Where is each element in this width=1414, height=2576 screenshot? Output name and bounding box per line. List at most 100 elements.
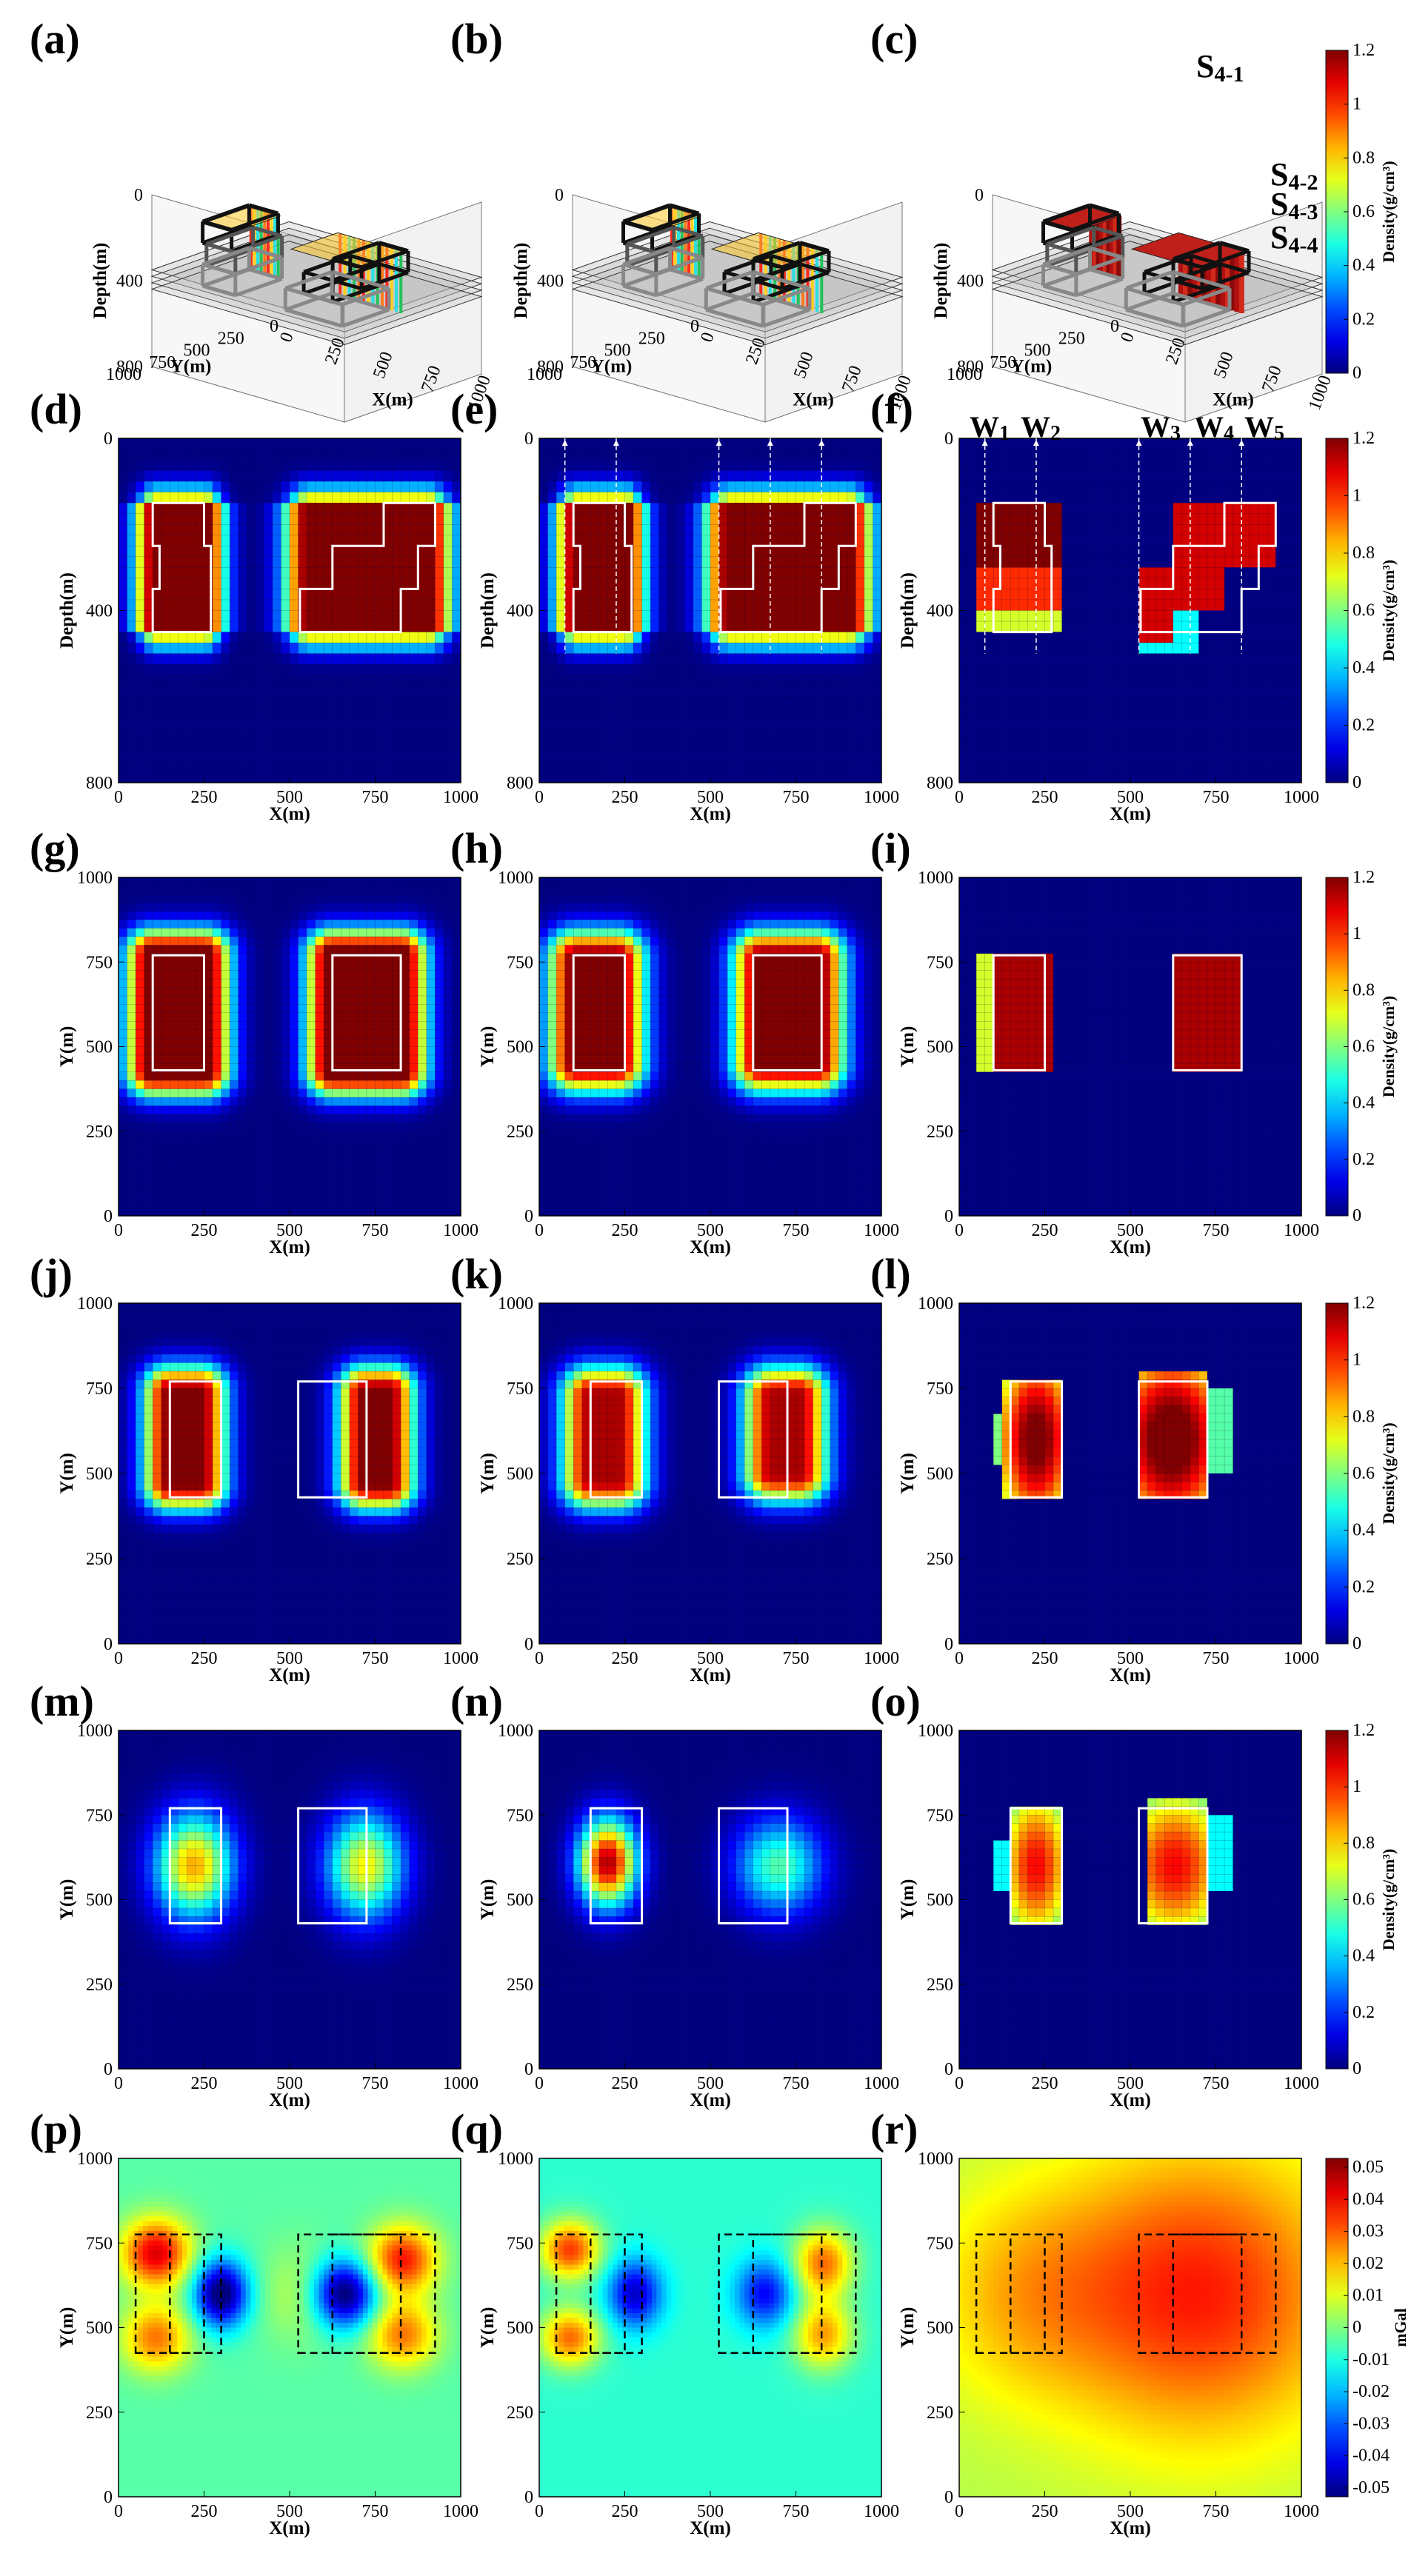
heatmap-cell bbox=[247, 761, 256, 772]
heatmap-cell bbox=[1164, 471, 1173, 482]
heatmap-cell bbox=[221, 1157, 230, 1165]
heatmap-cell bbox=[1104, 686, 1113, 697]
heatmap-cell bbox=[333, 449, 341, 461]
heatmap-cell bbox=[565, 675, 574, 686]
heatmap-cell bbox=[719, 664, 728, 675]
heatmap-cell bbox=[1087, 675, 1096, 686]
heatmap-cell bbox=[736, 697, 745, 708]
heatmap-cell bbox=[1147, 750, 1156, 761]
heatmap-cell bbox=[204, 1080, 213, 1089]
heatmap-cell bbox=[573, 503, 582, 514]
heatmap-cell bbox=[650, 632, 659, 643]
heatmap-cell bbox=[625, 438, 634, 449]
heatmap-cell bbox=[204, 654, 213, 665]
x-tick-label: 250 bbox=[1032, 788, 1058, 807]
heatmap-cell bbox=[264, 877, 273, 886]
heatmap-cell bbox=[341, 481, 350, 492]
heatmap-cell bbox=[256, 772, 264, 783]
heatmap-cell bbox=[444, 481, 453, 492]
heatmap-cell bbox=[256, 1072, 264, 1081]
heatmap-cell bbox=[153, 1013, 161, 1022]
heatmap-cell bbox=[273, 962, 281, 971]
heatmap-cell bbox=[1062, 460, 1071, 471]
heatmap-cell bbox=[1027, 449, 1036, 461]
heatmap-cell bbox=[1139, 632, 1148, 643]
heatmap-cell bbox=[556, 611, 565, 622]
heatmap-cell bbox=[281, 1089, 290, 1098]
heatmap-cell bbox=[290, 471, 299, 482]
heatmap-cell bbox=[1079, 697, 1088, 708]
heatmap-cell bbox=[230, 1072, 239, 1081]
heatmap-cell bbox=[1190, 600, 1199, 611]
heatmap-cell bbox=[273, 632, 281, 643]
heatmap-cell bbox=[204, 1089, 213, 1098]
heatmap-cell bbox=[556, 449, 565, 461]
heatmap-cell bbox=[625, 492, 634, 504]
heatmap-cell bbox=[1233, 697, 1242, 708]
heatmap-cell bbox=[256, 460, 264, 471]
heatmap-cell bbox=[659, 546, 668, 557]
heatmap-cell bbox=[633, 557, 642, 568]
heatmap-cell bbox=[221, 546, 230, 557]
heatmap-cell bbox=[179, 1123, 187, 1131]
heatmap-cell bbox=[170, 438, 179, 449]
heatmap-cell bbox=[435, 503, 444, 514]
heatmap-cell bbox=[179, 567, 187, 578]
heatmap-cell bbox=[539, 750, 548, 761]
heatmap-cell bbox=[607, 686, 616, 697]
heatmap-cell bbox=[401, 729, 410, 740]
heatmap-cell bbox=[1147, 589, 1156, 600]
heatmap-cell bbox=[821, 611, 830, 622]
heatmap-cell bbox=[993, 729, 1002, 740]
heatmap-cell bbox=[1113, 621, 1122, 632]
heatmap-cell bbox=[778, 524, 787, 535]
heatmap-cell bbox=[1190, 772, 1199, 783]
colorbar-tick-label: 0 bbox=[1353, 1634, 1361, 1653]
heatmap-cell bbox=[1156, 675, 1165, 686]
heatmap-cell bbox=[299, 1021, 307, 1030]
heatmap-cell bbox=[659, 632, 668, 643]
heatmap-cell bbox=[1233, 481, 1242, 492]
heatmap-cell bbox=[281, 503, 290, 514]
heatmap-cell bbox=[968, 750, 977, 761]
heatmap-cell bbox=[290, 492, 299, 504]
heatmap-cell bbox=[273, 1038, 281, 1047]
heatmap-cell bbox=[1164, 481, 1173, 492]
heatmap-cell bbox=[625, 471, 634, 482]
heatmap-cell bbox=[127, 471, 136, 482]
heatmap-cell bbox=[161, 697, 170, 708]
heatmap-cell bbox=[976, 524, 985, 535]
heatmap-cell bbox=[127, 438, 136, 449]
heatmap-cell bbox=[761, 643, 770, 654]
heatmap-cell bbox=[144, 1174, 153, 1182]
heatmap-cell bbox=[144, 1072, 153, 1081]
heatmap-cell bbox=[1190, 729, 1199, 740]
heatmap-cell bbox=[796, 621, 805, 632]
heatmap-cell bbox=[1250, 449, 1259, 461]
heatmap-cell bbox=[1275, 589, 1284, 600]
heatmap-cell bbox=[1130, 524, 1139, 535]
heatmap-cell bbox=[968, 686, 977, 697]
heatmap-cell bbox=[1087, 503, 1096, 514]
heatmap-cell bbox=[1130, 632, 1139, 643]
heatmap-cell bbox=[247, 1004, 256, 1013]
heatmap-cell bbox=[838, 492, 847, 504]
heatmap-cell bbox=[290, 449, 299, 461]
heatmap-cell bbox=[324, 697, 333, 708]
heatmap-cell bbox=[993, 718, 1002, 729]
heatmap-cell bbox=[127, 1030, 136, 1039]
heatmap-cell bbox=[744, 750, 753, 761]
heatmap-cell bbox=[1113, 740, 1122, 751]
heatmap-cell bbox=[607, 589, 616, 600]
heatmap-cell bbox=[804, 481, 813, 492]
heatmap-cell bbox=[213, 1174, 221, 1182]
heatmap-cell bbox=[1181, 632, 1190, 643]
heatmap-cell bbox=[847, 761, 856, 772]
heatmap-cell bbox=[204, 675, 213, 686]
heatmap-cell bbox=[307, 1047, 316, 1056]
heatmap-cell bbox=[744, 535, 753, 546]
heatmap-cell bbox=[384, 567, 393, 578]
heatmap-cell bbox=[290, 1055, 299, 1064]
heatmap-cell bbox=[273, 589, 281, 600]
heatmap-cell bbox=[1181, 449, 1190, 461]
